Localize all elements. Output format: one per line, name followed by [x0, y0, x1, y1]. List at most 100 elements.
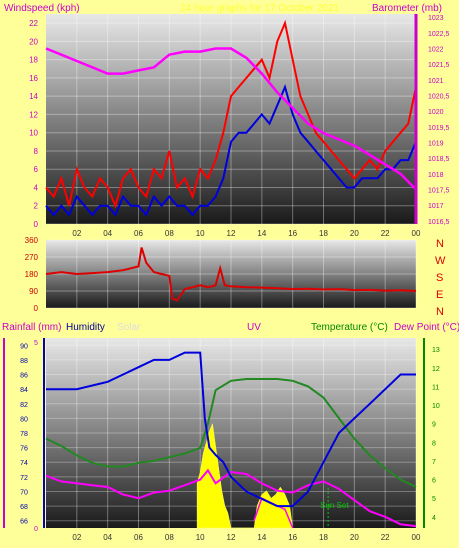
baro-ytick-1018: 1018: [428, 172, 444, 179]
hum-ytick-68: 68: [20, 504, 28, 511]
temp-ytick-12: 12: [432, 366, 440, 373]
baro-ytick-1019: 1019: [428, 141, 444, 148]
humidity-title: Humidity: [66, 322, 105, 333]
wind-xtick-00: 00: [412, 229, 421, 238]
dir-ytick-0: 0: [34, 304, 39, 313]
hum-ytick-74: 74: [20, 460, 28, 467]
wind-direction-line: [45, 247, 417, 302]
baro-ytick-1021: 1021: [428, 78, 444, 85]
baro-ytick-1020,5: 1020,5: [428, 93, 450, 100]
dewpoint-title: Dew Point (°C): [394, 322, 459, 333]
hum-ytick-78: 78: [20, 431, 28, 438]
wind-ytick-10: 10: [29, 129, 38, 138]
rain-xtick-02: 02: [72, 533, 81, 542]
baro-ytick-1023: 1023: [428, 15, 444, 22]
hum-ytick-82: 82: [20, 402, 28, 409]
dir-label-e: E: [436, 289, 443, 301]
wind-xtick-14: 14: [257, 229, 266, 238]
wind-average-line: [45, 83, 417, 217]
rainfall-title: Rainfall (mm): [2, 322, 61, 333]
temp-ytick-9: 9: [432, 422, 436, 429]
hum-ytick-88: 88: [20, 358, 28, 365]
dir-ytick-90: 90: [29, 287, 38, 296]
wind-xtick-10: 10: [196, 229, 205, 238]
windspeed-axis-title: Windspeed (kph): [4, 3, 80, 14]
temp-ytick-11: 11: [432, 384, 439, 391]
rain-xtick-12: 12: [227, 533, 236, 542]
hum-ytick-70: 70: [20, 489, 28, 496]
temp-ytick-7: 7: [432, 459, 436, 466]
hum-ytick-76: 76: [20, 446, 28, 453]
baro-ytick-1017: 1017: [428, 203, 444, 210]
dir-ytick-270: 270: [25, 253, 39, 262]
baro-ytick-1022,5: 1022,5: [428, 31, 450, 38]
rain-xtick-18: 18: [319, 533, 328, 542]
temp-ytick-6: 6: [432, 478, 436, 485]
baro-ytick-1019,5: 1019,5: [428, 125, 450, 132]
wind-panel: [45, 19, 417, 217]
solar-title: Solar: [117, 322, 141, 333]
temp-ytick-4: 4: [432, 515, 436, 522]
dir-label-n-bottom: N: [436, 306, 444, 318]
wind-xtick-02: 02: [72, 229, 81, 238]
rain-ytick-5: 5: [34, 340, 38, 347]
wind-xtick-12: 12: [227, 229, 236, 238]
rain-xtick-14: 14: [257, 533, 266, 542]
baro-ytick-1017,5: 1017,5: [428, 188, 450, 195]
rain-xtick-00: 00: [412, 533, 421, 542]
baro-ytick-1016,5: 1016,5: [428, 219, 450, 226]
wind-ytick-14: 14: [29, 92, 38, 101]
date-title: 24 hour graphs for 17 October 2021: [180, 3, 339, 14]
temperature-line: [45, 378, 417, 488]
temp-ytick-5: 5: [432, 496, 436, 503]
wind-xtick-20: 20: [350, 229, 359, 238]
temp-ytick-13: 13: [432, 347, 440, 354]
temp-ytick-10: 10: [432, 403, 440, 410]
wind-gust-line: [45, 19, 417, 209]
uv-title: UV: [247, 322, 261, 333]
dewpoint-line: [45, 468, 417, 528]
rain-xtick-16: 16: [288, 533, 297, 542]
humidity-line: [46, 351, 416, 508]
temperature-title: Temperature (°C): [311, 322, 388, 333]
wind-ytick-22: 22: [29, 19, 38, 28]
wind-ytick-20: 20: [29, 37, 38, 46]
rain-xtick-10: 10: [196, 533, 205, 542]
rain-xtick-06: 06: [134, 533, 143, 542]
rain-ytick-0: 0: [34, 526, 38, 533]
wind-ytick-16: 16: [29, 74, 38, 83]
sunset-label: Sun Set: [320, 501, 349, 510]
hum-ytick-84: 84: [20, 387, 28, 394]
baro-ytick-1018,5: 1018,5: [428, 156, 450, 163]
dir-ytick-360: 360: [25, 236, 39, 245]
rain-xtick-22: 22: [381, 533, 390, 542]
rain-xtick-08: 08: [165, 533, 174, 542]
dir-label-n-top: N: [436, 238, 444, 250]
rain-xtick-20: 20: [350, 533, 359, 542]
baro-ytick-1020: 1020: [428, 109, 444, 116]
wind-xtick-04: 04: [103, 229, 112, 238]
wind-xtick-08: 08: [165, 229, 174, 238]
rain-panel-bg: [46, 338, 416, 528]
wind-ytick-4: 4: [34, 183, 39, 192]
wind-xtick-18: 18: [319, 229, 328, 238]
dir-ytick-180: 180: [25, 270, 39, 279]
hum-ytick-66: 66: [20, 519, 28, 526]
direction-panel-bg: [46, 240, 416, 308]
barometer-axis-title: Barometer (mb): [372, 3, 442, 14]
wind-xtick-22: 22: [381, 229, 390, 238]
wind-ytick-6: 6: [34, 165, 39, 174]
hum-ytick-80: 80: [20, 416, 28, 423]
baro-ytick-1021,5: 1021,5: [428, 62, 450, 69]
wind-ytick-2: 2: [34, 202, 39, 211]
wind-xtick-16: 16: [288, 229, 297, 238]
hum-ytick-90: 90: [20, 343, 28, 350]
dir-label-w: W: [435, 255, 446, 267]
wind-ytick-12: 12: [29, 110, 38, 119]
hum-ytick-86: 86: [20, 373, 28, 380]
dir-label-s: S: [436, 272, 443, 284]
baro-ytick-1022: 1022: [428, 46, 444, 53]
temp-ytick-8: 8: [432, 440, 436, 447]
wind-ytick-0: 0: [34, 220, 39, 229]
